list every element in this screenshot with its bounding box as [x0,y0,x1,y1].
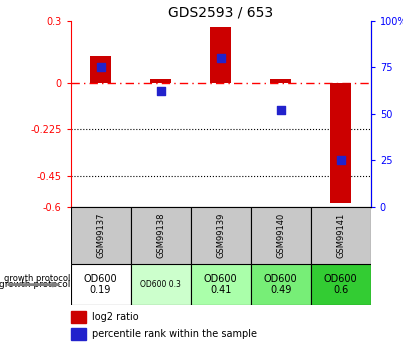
Point [277,107,284,113]
Bar [210,27,231,83]
Point [337,158,344,163]
Bar [311,264,371,305]
Bar [71,264,131,305]
Text: GSM99138: GSM99138 [156,213,165,258]
Bar [131,207,191,264]
Text: OD600
0.41: OD600 0.41 [204,274,237,295]
Bar [270,79,291,83]
Bar [71,207,131,264]
Text: log2 ratio: log2 ratio [91,312,138,322]
Bar [71,328,85,340]
Text: growth protocol: growth protocol [4,274,71,283]
Bar [251,207,311,264]
Text: GSM99141: GSM99141 [336,213,345,258]
Text: percentile rank within the sample: percentile rank within the sample [91,329,257,339]
Text: OD600 0.3: OD600 0.3 [140,280,181,289]
Text: GSM99140: GSM99140 [276,213,285,258]
Point [157,89,164,94]
Bar [131,264,191,305]
Point [97,65,104,70]
Title: GDS2593 / 653: GDS2593 / 653 [168,6,273,20]
Text: OD600
0.49: OD600 0.49 [264,274,297,295]
Bar [191,264,251,305]
Text: GSM99137: GSM99137 [96,213,105,258]
Bar [330,83,351,203]
Bar [311,207,371,264]
Bar [71,310,85,323]
Text: OD600
0.19: OD600 0.19 [84,274,117,295]
Bar [90,56,111,83]
Text: OD600
0.6: OD600 0.6 [324,274,357,295]
Text: growth protocol: growth protocol [0,280,71,289]
Text: GSM99139: GSM99139 [216,213,225,258]
Bar [191,207,251,264]
Point [218,55,224,61]
Bar [150,79,171,83]
Bar [251,264,311,305]
